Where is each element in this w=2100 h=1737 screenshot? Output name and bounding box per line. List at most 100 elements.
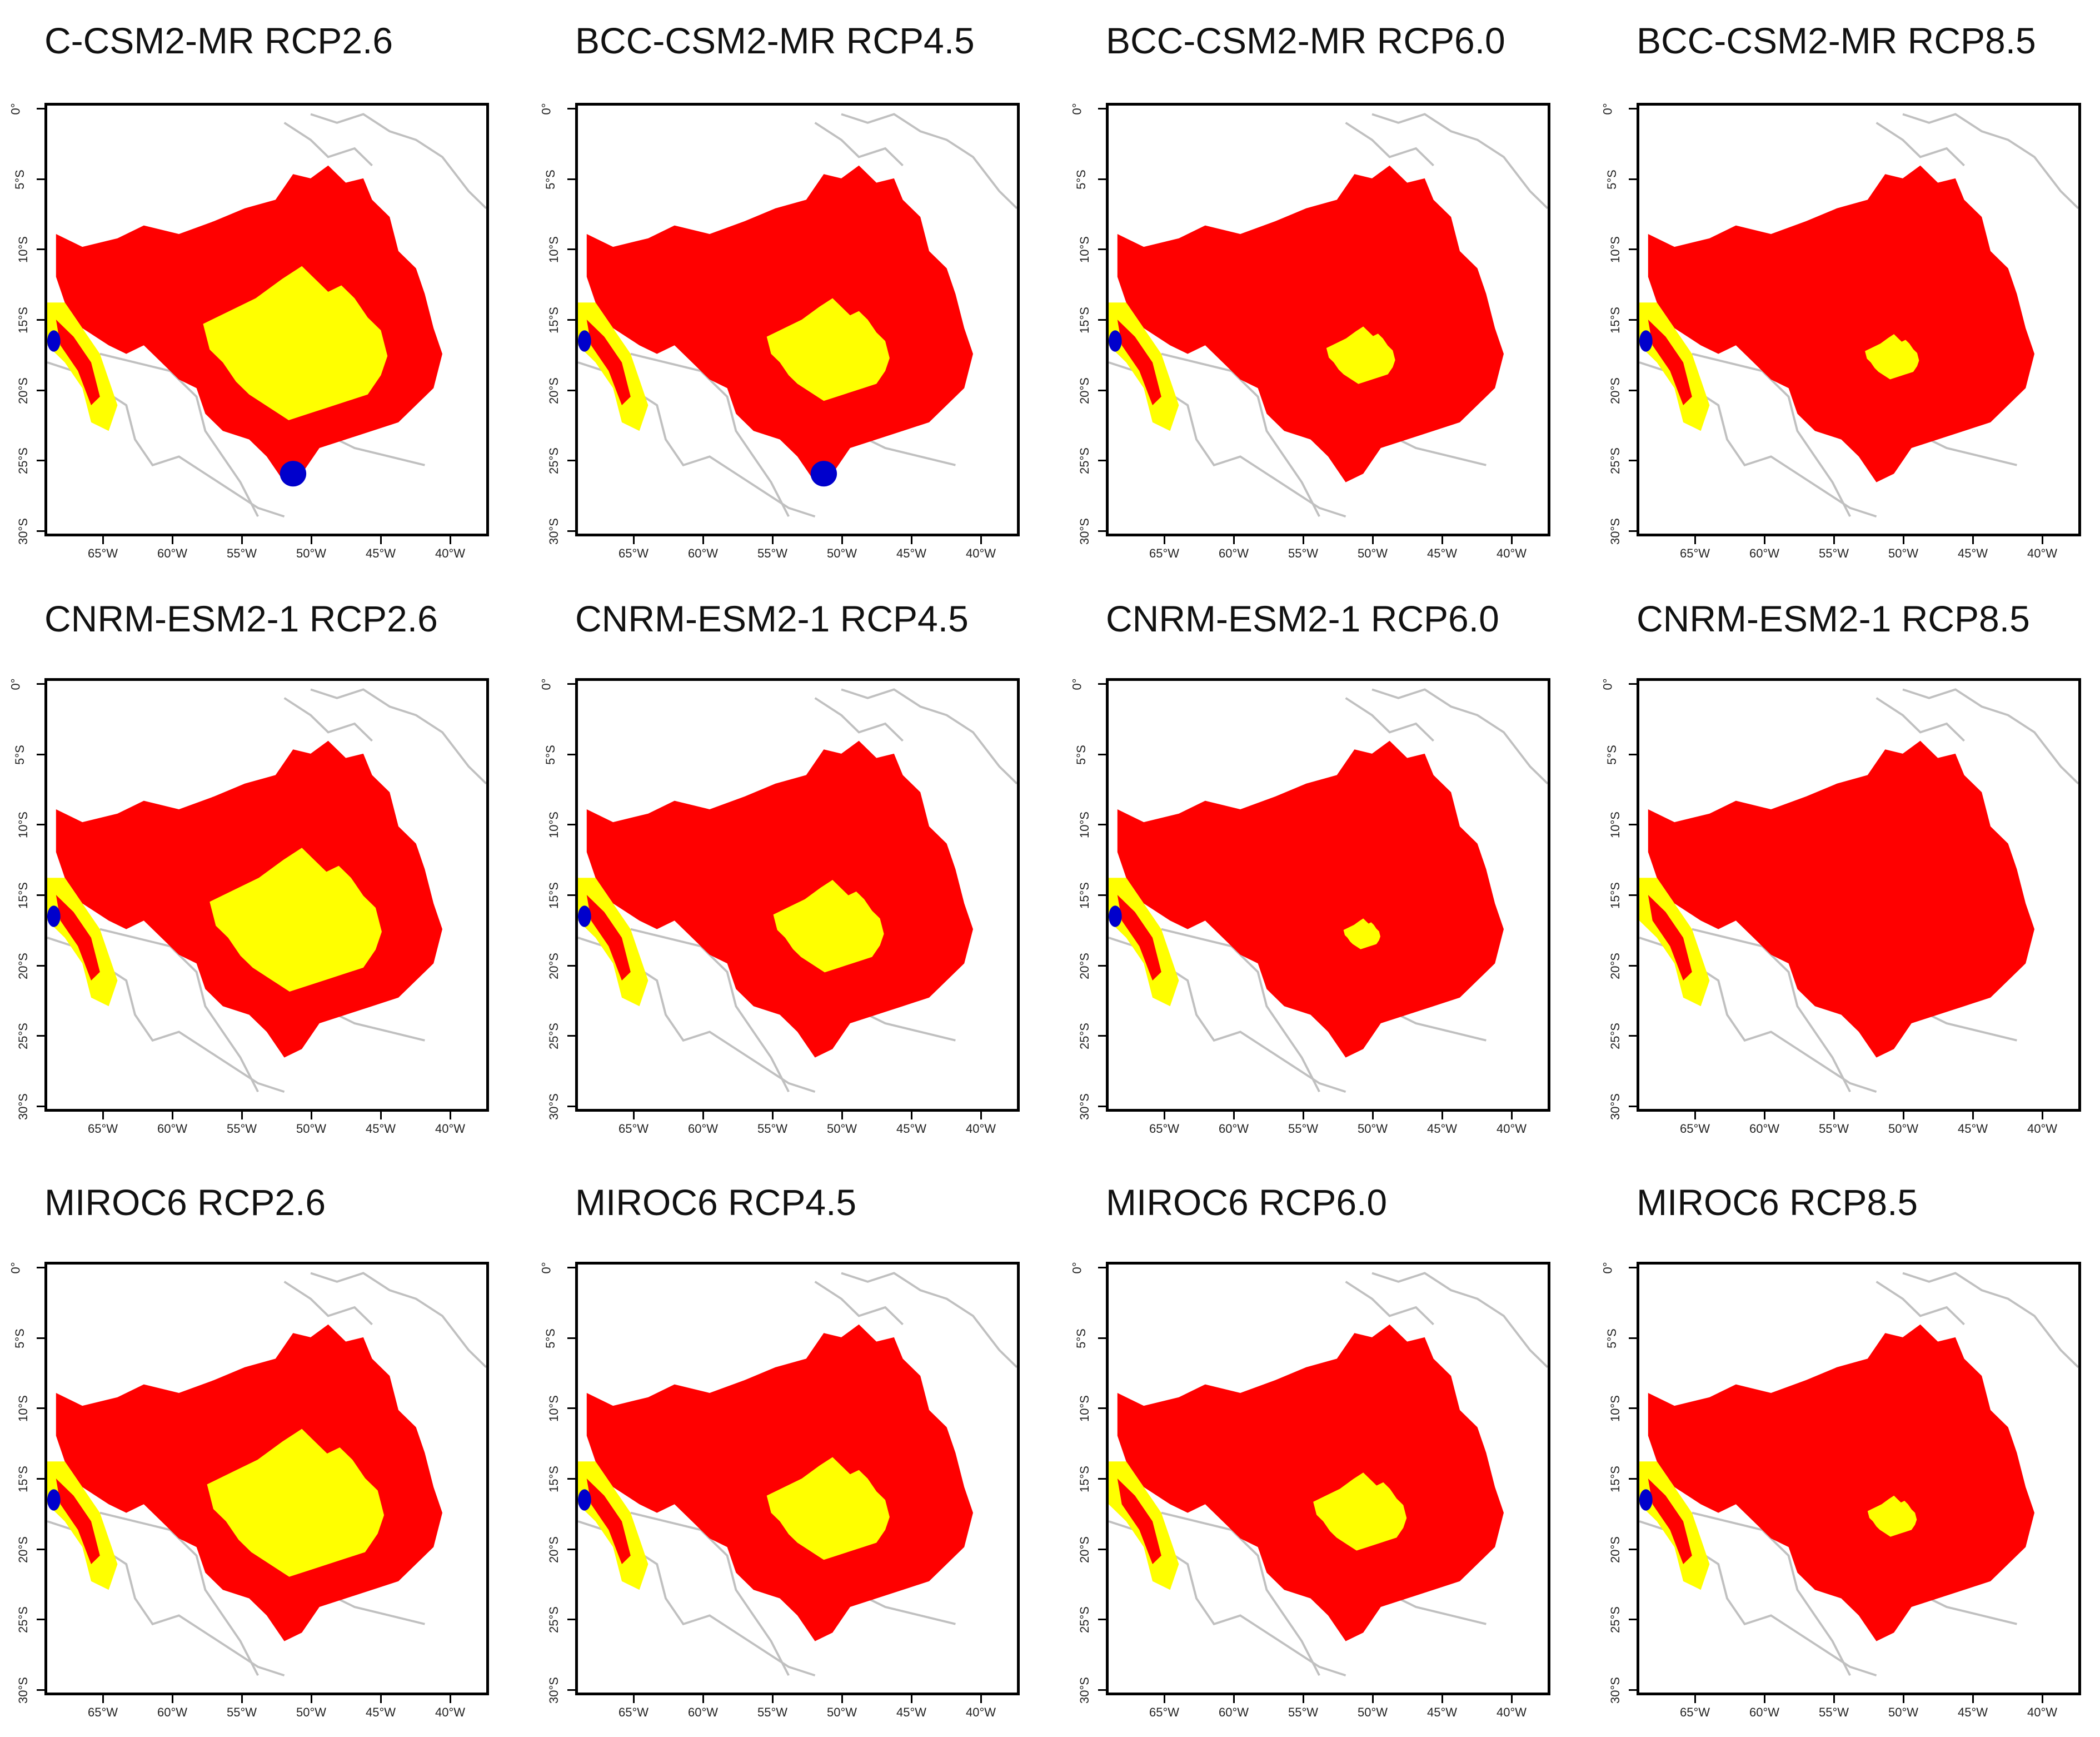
panel-title: CNRM-ESM2-1 RCP8.5 <box>1637 598 2030 639</box>
x-tick-label: 55°W <box>226 1705 257 1719</box>
y-tick-mark <box>567 964 575 967</box>
y-tick-mark <box>37 1267 44 1268</box>
map-frame <box>1106 1262 1550 1695</box>
y-tick-label: 5°S <box>543 1328 557 1348</box>
x-tick-mark <box>1511 536 1513 544</box>
country-border-line <box>310 1272 486 1368</box>
y-tick-mark <box>1629 460 1637 462</box>
x-tick-label: 45°W <box>365 546 396 560</box>
panel-title: MIROC6 RCP6.0 <box>1106 1182 1388 1223</box>
y-tick-label: 30°S <box>1077 518 1091 545</box>
x-tick-mark <box>911 536 912 544</box>
y-tick-mark <box>567 1035 575 1037</box>
y-tick-mark <box>37 824 44 826</box>
y-tick-mark <box>37 1035 44 1037</box>
x-tick-mark <box>841 536 843 544</box>
map-frame <box>1637 678 2081 1112</box>
y-tick-label: 20°S <box>16 377 30 404</box>
x-tick-mark <box>702 1112 704 1119</box>
y-tick-label: 10°S <box>546 812 561 839</box>
y-tick-mark <box>1098 178 1106 180</box>
red-suitability-area <box>1648 740 2034 1058</box>
x-tick-label: 60°W <box>687 1705 719 1719</box>
y-tick-mark <box>1098 1267 1106 1268</box>
x-tick-mark <box>1694 1695 1696 1703</box>
red-suitability-area <box>586 165 973 482</box>
y-tick-mark <box>1629 530 1637 532</box>
y-tick-label: 25°S <box>546 447 561 475</box>
y-tick-mark <box>1098 824 1106 826</box>
x-tick-label: 50°W <box>1888 1705 1919 1719</box>
western-strip-red <box>586 895 631 981</box>
x-tick-mark <box>1764 1695 1765 1703</box>
x-tick-mark <box>450 536 451 544</box>
x-tick-mark <box>633 1695 635 1703</box>
blue-area <box>1639 330 1653 352</box>
y-tick-mark <box>1629 1689 1637 1691</box>
y-tick-label: 10°S <box>1608 812 1622 839</box>
y-tick-mark <box>567 753 575 755</box>
y-tick-mark <box>1098 1337 1106 1339</box>
country-border-line <box>814 122 904 167</box>
x-tick-label: 45°W <box>1957 546 1988 560</box>
y-tick-mark <box>1098 389 1106 391</box>
x-tick-label: 50°W <box>1357 1122 1388 1136</box>
x-tick-mark <box>450 1112 451 1119</box>
x-tick-label: 55°W <box>757 1122 788 1136</box>
x-tick-mark <box>980 1112 982 1119</box>
country-border-line <box>1875 122 1965 167</box>
y-tick-mark <box>567 460 575 462</box>
x-tick-label: 45°W <box>896 546 927 560</box>
y-tick-label: 25°S <box>16 1023 30 1050</box>
western-strip-red <box>1648 1479 1692 1564</box>
y-tick-label: 25°S <box>16 447 30 475</box>
y-tick-label: 25°S <box>1608 1023 1622 1050</box>
y-tick-label: 0° <box>539 1262 553 1274</box>
y-tick-label: 15°S <box>16 882 30 909</box>
panel-title: BCC-CSM2-MR RCP6.0 <box>1106 20 1505 61</box>
x-tick-label: 40°W <box>965 1705 996 1719</box>
y-tick-mark <box>567 1689 575 1691</box>
map-canvas <box>578 113 1017 518</box>
y-tick-mark <box>1629 389 1637 391</box>
x-tick-mark <box>1164 536 1165 544</box>
y-tick-label: 10°S <box>1077 1395 1091 1422</box>
x-tick-label: 40°W <box>2027 1705 2058 1719</box>
blue-area <box>1639 1489 1653 1511</box>
country-border-line <box>1902 688 2078 785</box>
x-tick-mark <box>102 1695 104 1703</box>
panel-title: CNRM-ESM2-1 RCP6.0 <box>1106 598 1499 639</box>
x-tick-mark <box>172 536 173 544</box>
red-suitability-area <box>586 740 973 1058</box>
y-tick-mark <box>1629 1478 1637 1480</box>
y-tick-mark <box>1629 894 1637 896</box>
x-tick-mark <box>1903 1112 1904 1119</box>
x-tick-mark <box>1303 1112 1304 1119</box>
x-tick-label: 60°W <box>1749 546 1780 560</box>
x-tick-label: 65°W <box>87 1122 118 1136</box>
map-canvas <box>1109 1272 1548 1677</box>
y-tick-mark <box>567 1267 575 1268</box>
y-tick-mark <box>37 389 44 391</box>
map-frame <box>575 678 1020 1112</box>
panel-title: BCC-CSM2-MR RCP8.5 <box>1637 20 2036 61</box>
red-suitability-area <box>1117 165 1504 482</box>
x-tick-mark <box>633 536 635 544</box>
y-tick-mark <box>1629 753 1637 755</box>
red-suitability-area <box>1117 740 1504 1058</box>
x-tick-mark <box>241 536 243 544</box>
x-tick-mark <box>1764 1112 1765 1119</box>
y-tick-mark <box>1629 964 1637 967</box>
y-tick-mark <box>567 1337 575 1339</box>
x-tick-mark <box>1441 536 1443 544</box>
map-canvas <box>1639 113 2078 518</box>
country-border-line <box>283 697 373 742</box>
x-tick-label: 60°W <box>1749 1705 1780 1719</box>
country-border-line <box>630 1511 790 1676</box>
x-tick-mark <box>172 1112 173 1119</box>
y-tick-mark <box>1629 824 1637 826</box>
y-tick-mark <box>37 248 44 251</box>
y-tick-label: 30°S <box>1608 1093 1622 1120</box>
y-tick-mark <box>1629 1106 1637 1107</box>
map-frame <box>44 1262 489 1695</box>
